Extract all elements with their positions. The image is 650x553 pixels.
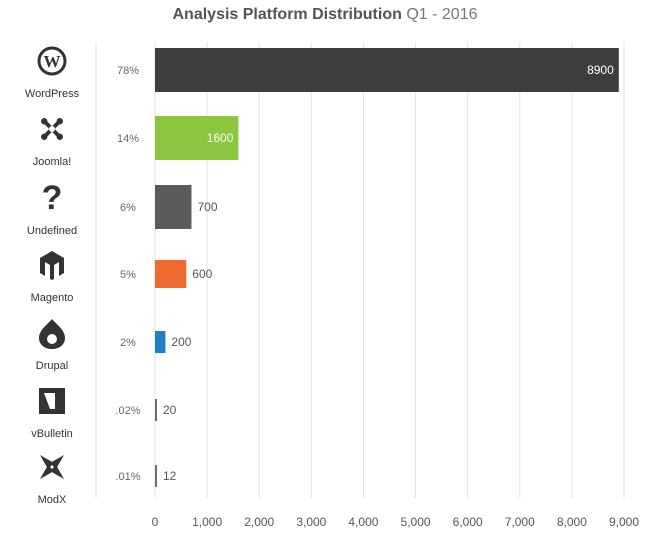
value-label: 20	[163, 403, 177, 417]
x-tick-label: 5,000	[401, 515, 431, 529]
x-tick-label: 9,000	[609, 515, 639, 529]
drupal-logo-icon	[39, 319, 65, 349]
platform-name: WordPress	[25, 88, 80, 100]
wordpress-logo-icon: W	[37, 46, 67, 76]
bar-vbulletin	[155, 399, 157, 421]
platform-name: Drupal	[36, 360, 68, 372]
x-tick-label: 1,000	[192, 515, 222, 529]
bar-layer	[155, 48, 619, 487]
value-label: 1600	[207, 131, 234, 145]
value-label: 12	[163, 469, 177, 483]
x-axis: 0 1,000 2,000 3,000 4,000 5,000 6,000 7,000 8,00…	[152, 515, 640, 529]
x-tick-label: 6,000	[453, 515, 483, 529]
percent-label: 78%	[117, 65, 139, 77]
bar-undefined	[155, 185, 192, 229]
chart-title: Analysis Platform Distribution Q1 - 2016	[0, 6, 650, 24]
percent-label: .01%	[115, 471, 140, 483]
modx-logo-icon	[40, 455, 64, 479]
platform-name: Magento	[31, 292, 74, 304]
platform-name: Joomla!	[33, 156, 72, 168]
x-tick-label: 7,000	[505, 515, 535, 529]
x-tick-label: 2,000	[244, 515, 274, 529]
platform-name: ModX	[38, 494, 67, 506]
platform-name: vBulletin	[31, 428, 73, 440]
svg-text:?: ?	[42, 179, 63, 217]
x-tick-label: 0	[152, 515, 159, 529]
percent-label: 14%	[117, 133, 139, 145]
platform-name: Undefined	[27, 225, 77, 237]
vbulletin-logo-icon	[39, 388, 65, 414]
label-layer: 78% 8900 WordPress 14% 1600 Joomla! 6% 700 Undef…	[25, 63, 614, 506]
chart-title-sub: Q1 - 2016	[406, 6, 478, 23]
percent-label: .02%	[115, 405, 140, 417]
chart-title-main: Analysis Platform Distribution	[172, 6, 402, 23]
bar-wordpress	[155, 48, 619, 92]
value-label: 8900	[587, 63, 614, 77]
x-tick-label: 3,000	[296, 515, 326, 529]
percent-label: 6%	[120, 202, 136, 214]
percent-label: 2%	[120, 337, 136, 349]
x-tick-label: 8,000	[557, 515, 587, 529]
grid-layer	[154, 42, 625, 498]
value-label: 600	[192, 267, 212, 281]
percent-label: 5%	[120, 269, 136, 281]
x-tick-label: 4,000	[348, 515, 378, 529]
value-label: 700	[197, 200, 217, 214]
value-label: 200	[171, 335, 191, 349]
bar-modx	[155, 465, 157, 487]
magento-logo-icon	[40, 251, 64, 280]
bar-joomla-	[155, 116, 239, 160]
bar-drupal	[155, 331, 166, 353]
icon-layer: W?	[37, 46, 67, 479]
svg-text:W: W	[44, 52, 61, 71]
bar-magento	[155, 260, 187, 288]
question-mark-icon: ?	[42, 179, 63, 217]
joomla-logo-icon	[41, 118, 63, 140]
